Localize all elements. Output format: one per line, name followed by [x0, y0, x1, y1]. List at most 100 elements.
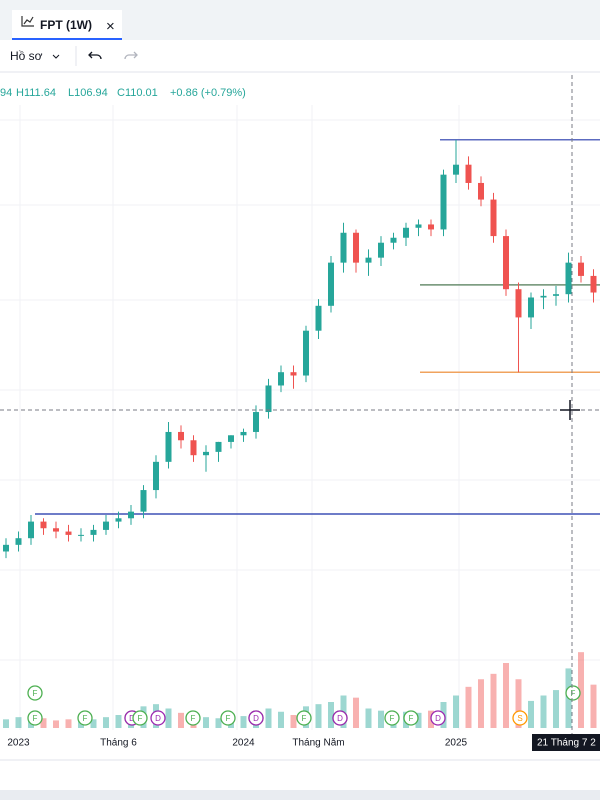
legend-open: 94: [0, 87, 12, 99]
candle-body: [453, 164, 459, 175]
candle-body: [90, 529, 97, 535]
candle-body: [478, 182, 484, 200]
event-badge: [248, 710, 264, 726]
volume-bar: [65, 719, 72, 728]
candle-body: [340, 232, 347, 263]
candle-body: [215, 441, 222, 452]
candle-body: [190, 440, 197, 456]
candle-body: [428, 224, 434, 230]
event-label: F: [390, 714, 395, 723]
candle-body: [128, 511, 134, 519]
candle-body: [78, 534, 84, 536]
volume-bar: [578, 652, 584, 728]
dropdown-icon: [52, 54, 60, 59]
volume-bar: [90, 719, 97, 728]
profile-button[interactable]: Hồ sơ: [10, 49, 43, 63]
candle-body: [153, 461, 159, 491]
tab-title: FPT (1W): [40, 18, 92, 32]
volume-bar: [315, 704, 322, 728]
legend-change: +0.86 (+0.79%): [170, 87, 246, 99]
bottom-bar: [0, 790, 600, 800]
volume-bar: [240, 716, 247, 728]
legend-low: L106.94: [68, 87, 108, 99]
event-badge: [512, 710, 528, 726]
crosshair-label: 21 Tháng 7 2: [537, 738, 596, 749]
event-label: F: [409, 714, 414, 723]
event-label: F: [191, 714, 196, 723]
candle-body: [315, 305, 322, 331]
volume-bar: [178, 712, 184, 728]
tab-close[interactable]: ×: [106, 18, 115, 35]
volume-bar: [465, 686, 472, 728]
x-tick-label: Tháng 6: [100, 738, 137, 749]
candle-body: [528, 297, 534, 318]
tab[interactable]: [12, 10, 122, 40]
crosshair-cursor: [560, 400, 580, 420]
event-label: F: [33, 714, 38, 723]
candle-body: [578, 262, 584, 276]
candle-body: [303, 330, 309, 376]
event-label: F: [83, 714, 88, 723]
candle-body: [28, 521, 34, 539]
candle-body: [53, 528, 59, 532]
event-badge: [220, 710, 236, 726]
event-badge: [384, 710, 400, 726]
candle-body: [253, 412, 259, 432]
event-label: D: [253, 714, 259, 723]
legend-high: H111.64: [16, 87, 56, 99]
candle-body: [103, 521, 109, 530]
volume-bar: [215, 718, 222, 728]
event-badge: [403, 710, 419, 726]
volume-bar: [265, 708, 272, 728]
volume-bar: [328, 702, 334, 728]
candle-body: [240, 431, 247, 436]
candle-body: [353, 232, 359, 263]
volume-bar: [378, 710, 384, 728]
candle-body: [178, 431, 184, 441]
event-label: D: [129, 714, 135, 723]
x-tick-label: Tháng Năm: [292, 738, 344, 749]
volume-bar: [353, 697, 359, 728]
candle-body: [378, 242, 384, 258]
volume-bar: [53, 720, 59, 728]
event-badge: [27, 710, 43, 726]
candle-body: [540, 295, 547, 298]
volume-bar: [490, 673, 497, 728]
event-badge: [332, 710, 348, 726]
candle-body: [15, 538, 22, 545]
volume-bar: [365, 708, 372, 728]
x-tick-label: 2023: [7, 738, 30, 749]
event-badge: [185, 710, 201, 726]
event-label: F: [302, 714, 307, 723]
candle-body: [403, 227, 409, 238]
event-label: F: [138, 714, 143, 723]
volume-bar: [515, 679, 522, 728]
crosshair-label-bg: [532, 734, 600, 751]
event-label: D: [155, 714, 161, 723]
volume-bar: [3, 719, 9, 728]
legend-close: C110.01: [117, 87, 158, 99]
x-tick-label: 2025: [445, 738, 468, 749]
redo-icon[interactable]: [124, 51, 138, 60]
candle-body: [415, 224, 422, 228]
volume-bar: [540, 695, 547, 728]
event-label: F: [33, 689, 38, 698]
event-badge: [296, 710, 312, 726]
candle-body: [565, 262, 572, 295]
volume-bar: [15, 717, 22, 728]
candle-body: [278, 372, 284, 386]
candle-body: [390, 237, 397, 243]
undo-icon[interactable]: [88, 51, 102, 60]
candle-body: [490, 199, 497, 237]
candle-body: [265, 385, 272, 413]
volume-bar: [415, 712, 422, 728]
volume-bar: [103, 717, 109, 728]
volume-bar: [453, 695, 459, 728]
volume-bar: [478, 679, 484, 728]
candle-body: [65, 531, 72, 535]
candle-body: [328, 262, 334, 306]
candle-body: [3, 544, 9, 552]
volume-bar: [290, 715, 297, 728]
event-label: D: [435, 714, 441, 723]
